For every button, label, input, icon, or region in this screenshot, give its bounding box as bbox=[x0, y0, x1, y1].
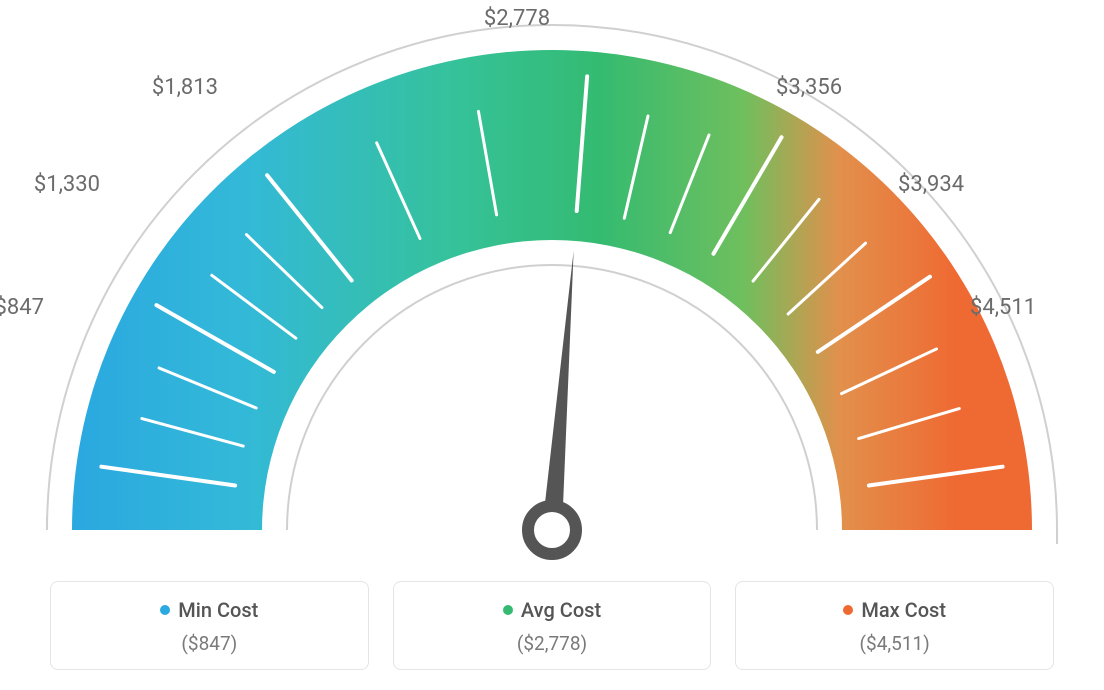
avg-cost-label: Avg Cost bbox=[521, 598, 601, 622]
gauge-tick-label: $3,356 bbox=[776, 75, 842, 100]
avg-cost-header: Avg Cost bbox=[414, 598, 691, 622]
gauge-tick-label: $847 bbox=[0, 295, 44, 320]
max-cost-header: Max Cost bbox=[756, 598, 1033, 622]
max-dot-icon bbox=[843, 605, 853, 615]
min-cost-value: ($847) bbox=[71, 632, 348, 655]
gauge-chart: $847 $1,330 $1,813 $2,778 $3,356 $3,934 $4,511 bbox=[0, 0, 1104, 560]
gauge-tick-label: $2,778 bbox=[484, 6, 550, 31]
avg-dot-icon bbox=[503, 605, 513, 615]
min-dot-icon bbox=[160, 605, 170, 615]
summary-cards: Min Cost ($847) Avg Cost ($2,778) Max Co… bbox=[50, 581, 1054, 670]
gauge-tick-label: $3,934 bbox=[898, 172, 964, 197]
gauge-tick-label: $1,330 bbox=[30, 172, 100, 197]
gauge-tick-label: $4,511 bbox=[970, 295, 1036, 320]
avg-cost-card: Avg Cost ($2,778) bbox=[393, 581, 712, 670]
max-cost-label: Max Cost bbox=[861, 598, 946, 622]
min-cost-card: Min Cost ($847) bbox=[50, 581, 369, 670]
gauge-tick-label: $1,813 bbox=[148, 75, 218, 100]
avg-cost-value: ($2,778) bbox=[414, 632, 691, 655]
min-cost-header: Min Cost bbox=[71, 598, 348, 622]
max-cost-card: Max Cost ($4,511) bbox=[735, 581, 1054, 670]
min-cost-label: Min Cost bbox=[178, 598, 258, 622]
max-cost-value: ($4,511) bbox=[756, 632, 1033, 655]
